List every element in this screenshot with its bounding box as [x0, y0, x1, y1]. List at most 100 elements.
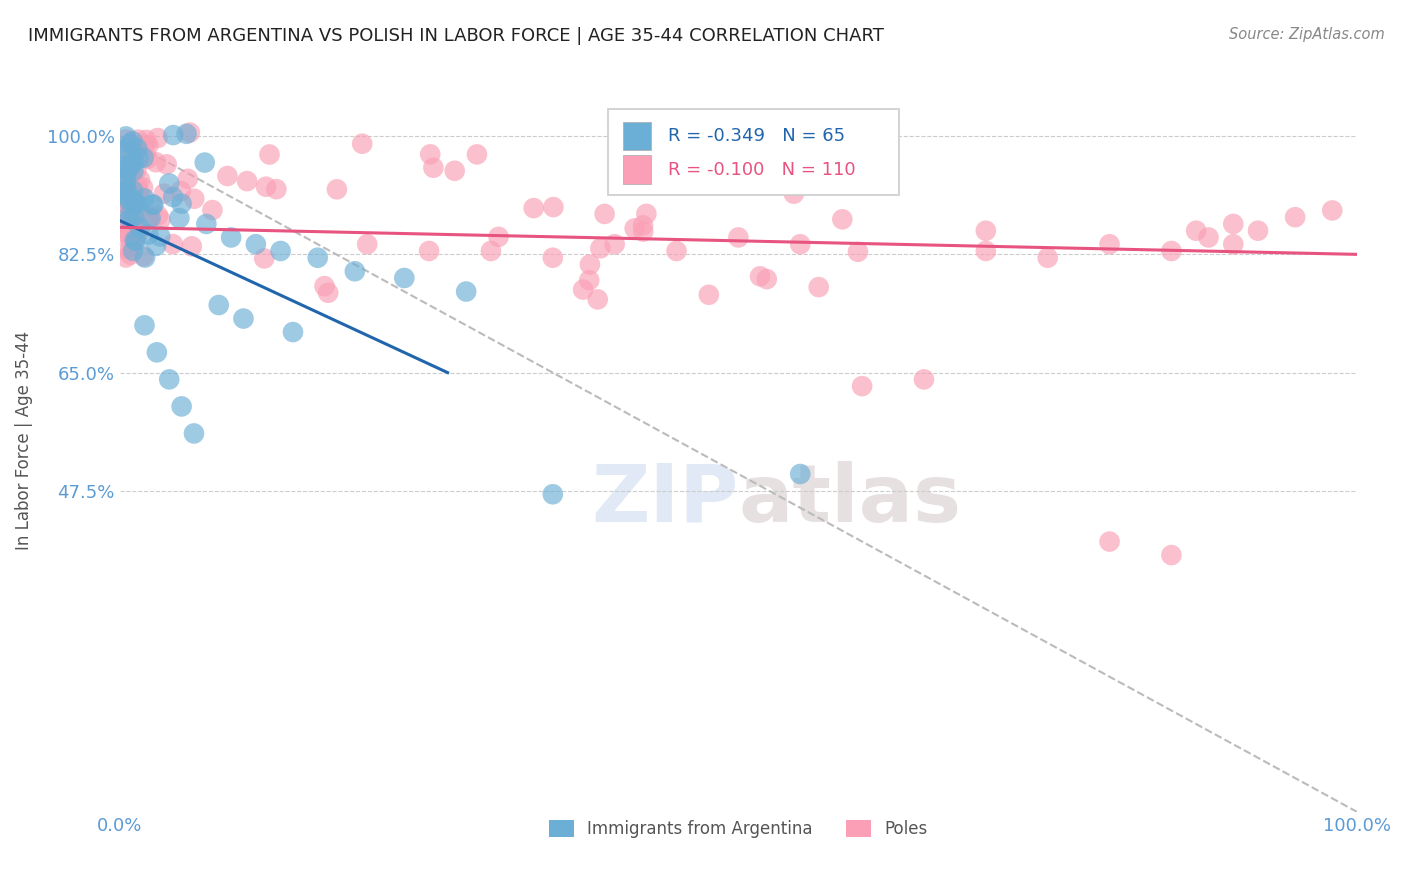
Point [343, 264, 366, 278]
Point [253, 252, 276, 266]
Point [727, 230, 749, 244]
Point [179, 126, 201, 140]
Point [117, 162, 139, 177]
Point [117, 193, 139, 207]
Point [118, 212, 141, 227]
Point [138, 227, 160, 242]
Point [783, 186, 806, 201]
Point [127, 142, 149, 156]
Point [141, 197, 163, 211]
Point [157, 372, 180, 386]
Point [115, 183, 138, 197]
Point [136, 152, 159, 166]
Point [121, 134, 143, 148]
Point [115, 196, 138, 211]
FancyBboxPatch shape [609, 110, 900, 194]
Point [135, 133, 157, 147]
Point [201, 202, 224, 217]
Point [846, 244, 869, 259]
Point [755, 272, 778, 286]
Point [115, 148, 138, 162]
Point [352, 136, 374, 151]
Point [134, 318, 156, 333]
Point [394, 271, 416, 285]
Point [120, 160, 142, 174]
Point [180, 239, 202, 253]
Point [121, 205, 143, 219]
Point [115, 145, 138, 159]
Point [149, 212, 172, 227]
Point [183, 192, 205, 206]
Point [232, 311, 254, 326]
Point [115, 175, 138, 189]
Point [245, 237, 267, 252]
Point [1160, 548, 1182, 562]
Point [589, 241, 612, 255]
Point [811, 168, 834, 182]
Point [177, 171, 200, 186]
Point [749, 269, 772, 284]
Point [124, 197, 146, 211]
Point [603, 237, 626, 252]
Point [146, 131, 169, 145]
Point [851, 379, 873, 393]
Point [131, 204, 153, 219]
Point [316, 285, 339, 300]
Point [134, 137, 156, 152]
Point [122, 194, 145, 208]
Point [183, 426, 205, 441]
Point [1284, 210, 1306, 224]
Point [1247, 224, 1270, 238]
Text: IMMIGRANTS FROM ARGENTINA VS POLISH IN LABOR FORCE | AGE 35-44 CORRELATION CHART: IMMIGRANTS FROM ARGENTINA VS POLISH IN L… [28, 27, 884, 45]
Point [579, 258, 602, 272]
Point [125, 178, 148, 192]
Point [807, 280, 830, 294]
Point [122, 235, 145, 249]
Point [132, 151, 155, 165]
Text: R = -0.100   N = 110: R = -0.100 N = 110 [668, 161, 855, 178]
Text: atlas: atlas [738, 460, 962, 539]
Point [195, 217, 218, 231]
Point [156, 157, 179, 171]
Point [125, 222, 148, 236]
Point [789, 467, 811, 481]
Point [194, 155, 217, 169]
Point [162, 190, 184, 204]
Point [115, 208, 138, 222]
Point [122, 244, 145, 258]
Point [974, 244, 997, 258]
Point [259, 147, 281, 161]
Point [115, 242, 138, 256]
Point [146, 345, 169, 359]
Point [157, 177, 180, 191]
Point [138, 211, 160, 226]
Point [115, 177, 138, 191]
Point [974, 224, 997, 238]
Point [456, 285, 478, 299]
Point [593, 207, 616, 221]
Point [122, 155, 145, 169]
Point [115, 196, 138, 211]
Point [120, 248, 142, 262]
Point [314, 279, 336, 293]
Point [134, 191, 156, 205]
Point [689, 175, 711, 189]
Point [115, 163, 138, 178]
Point [139, 211, 162, 226]
Point [1098, 534, 1121, 549]
Point [118, 192, 141, 206]
Point [129, 220, 152, 235]
Point [145, 239, 167, 253]
Point [115, 169, 138, 184]
Point [170, 196, 193, 211]
Point [115, 184, 138, 198]
Point [162, 128, 184, 142]
Point [115, 173, 138, 187]
Point [122, 164, 145, 178]
Point [586, 293, 609, 307]
Point [125, 162, 148, 177]
Y-axis label: In Labor Force | Age 35-44: In Labor Force | Age 35-44 [15, 331, 32, 549]
Point [162, 237, 184, 252]
Point [169, 211, 191, 225]
Point [254, 179, 277, 194]
